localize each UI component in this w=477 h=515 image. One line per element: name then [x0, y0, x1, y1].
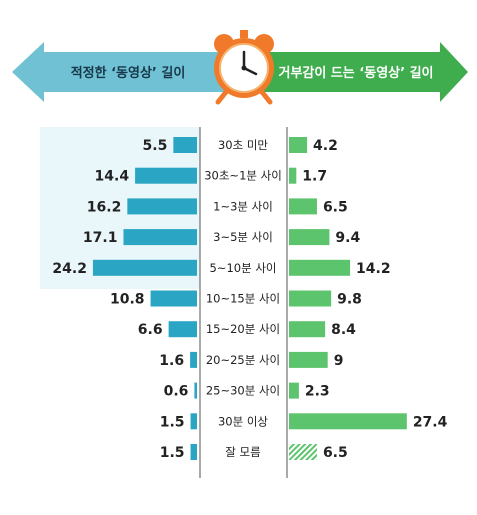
right-value-label: 4.2: [313, 138, 338, 154]
left-series-bars: [92, 137, 197, 460]
right-series-labels: 4.2 1.7 6.5 9.4 14.2 9.8 8.4 92.3 27.4 6.5: [302, 138, 447, 461]
category-label: 5~10분 사이: [210, 261, 277, 275]
right-banner-arrow: [248, 42, 468, 102]
right-value-label: 9.4: [335, 230, 360, 246]
right-bar: [289, 321, 326, 338]
left-value-label: 10.8: [110, 292, 145, 308]
left-bar: [190, 351, 197, 368]
left-bar: [190, 444, 197, 460]
right-value-label: 1.7: [302, 169, 327, 185]
category-label: 15~20분 사이: [206, 322, 280, 336]
right-value-label: 8.4: [331, 322, 356, 338]
left-value-label: 5.5: [143, 138, 168, 154]
left-value-label: 1.5: [160, 445, 185, 461]
left-value-label: 6.6: [138, 322, 163, 338]
category-label: 30초~1분 사이: [204, 169, 282, 183]
right-series-bars: [289, 137, 407, 460]
right-bar: [289, 229, 330, 246]
category-label: 20~25분 사이: [206, 353, 280, 367]
left-value-label: 24.2: [52, 261, 87, 277]
right-bar: [289, 259, 351, 276]
right-value-label: 2.3: [305, 384, 330, 400]
right-value-label: 6.5: [323, 445, 348, 461]
right-banner-label: 거부감이 드는 ‘동영상’ 길이: [278, 65, 433, 81]
left-bar: [92, 259, 197, 276]
left-value-label: 17.1: [83, 230, 118, 246]
left-value-label: 16.2: [87, 199, 122, 215]
left-value-label: 14.4: [95, 169, 130, 185]
category-label: 10~15분 사이: [206, 292, 280, 306]
alarm-clock-icon: [214, 30, 274, 105]
left-bar: [123, 229, 197, 246]
right-value-label: 9: [334, 353, 344, 369]
category-labels: 30초 미만 30초~1분 사이 1~3분 사이 3~5분 사이 5~10분 사이 10~…: [204, 138, 282, 459]
left-bar: [168, 321, 197, 338]
category-label: 3~5분 사이: [213, 230, 273, 244]
right-bar: [289, 167, 297, 184]
right-bar: [289, 413, 407, 430]
right-bar: [289, 382, 299, 399]
left-bar: [173, 137, 197, 153]
right-bar: [289, 290, 332, 307]
diverging-bar-chart: 5.5 14.4 16.2 17.1 24.2 10.8 6.6 1.6 0.6 1.5 1.5 4…: [40, 127, 448, 478]
right-value-label: 14.2: [356, 261, 391, 277]
category-label: 잘 모름: [225, 445, 260, 459]
left-bar: [127, 198, 197, 215]
right-bar: [289, 198, 317, 215]
left-bar: [150, 290, 197, 307]
category-label: 30분 이상: [218, 414, 268, 428]
left-bar: [190, 413, 197, 430]
right-bar: [289, 444, 317, 460]
right-value-label: 6.5: [323, 199, 348, 215]
left-bar: [194, 382, 197, 399]
right-bar: [289, 137, 308, 153]
header-banner: 적정한 ‘동영상’ 길이 거부감이 드는 ‘동영상’ 길이: [12, 30, 468, 105]
left-series-labels: 5.5 14.4 16.2 17.1 24.2 10.8 6.6 1.6 0.6 1.5 1.5: [52, 138, 188, 461]
category-label: 25~30분 사이: [206, 384, 280, 398]
left-bar: [135, 167, 197, 184]
category-label: 1~3분 사이: [213, 199, 273, 213]
right-value-label: 9.8: [337, 292, 362, 308]
category-label: 30초 미만: [218, 138, 268, 152]
left-banner-label: 적정한 ‘동영상’ 길이: [71, 65, 186, 81]
right-bar: [289, 351, 328, 368]
left-banner-arrow: [12, 42, 225, 102]
left-value-label: 1.6: [159, 353, 184, 369]
right-value-label: 27.4: [413, 414, 448, 430]
left-value-label: 0.6: [164, 384, 189, 400]
left-value-label: 1.5: [160, 414, 185, 430]
